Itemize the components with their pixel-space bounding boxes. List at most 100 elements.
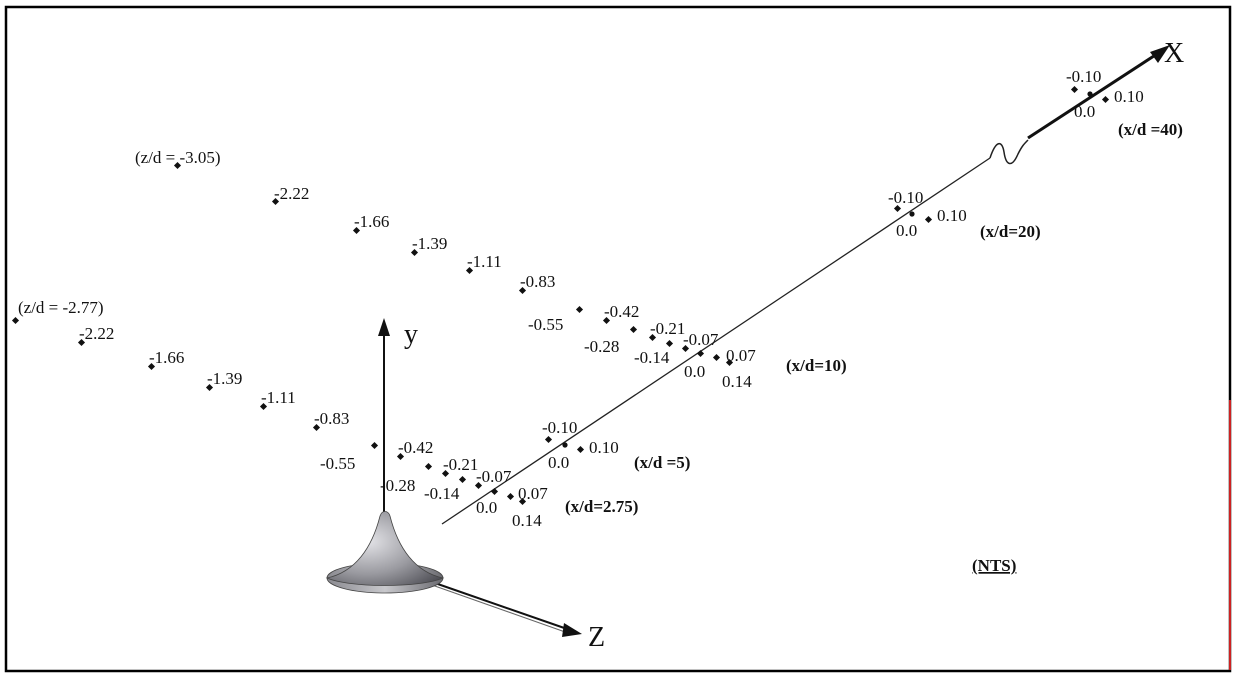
series-a-label: -0.55 [528,315,563,334]
station-20-label: -0.10 [888,188,923,207]
station-5-title: (x/d =5) [634,453,690,472]
y-axis-arrowhead [378,318,390,336]
series-a-point [681,344,690,353]
series-b-point [506,492,515,501]
station-40-label: -0.10 [1066,67,1101,86]
axis-break-squiggle [989,139,1029,165]
x-axis-arrow [1027,50,1161,140]
station-20-label: 0.0 [896,221,917,240]
series-a-point [665,339,674,348]
series-b-point [490,487,499,496]
frame-border [4,5,1232,673]
series-b-point [441,469,450,478]
series-b-label: 0.0 [476,498,497,517]
station-5-label: 0.10 [589,438,619,457]
station-5-point [576,445,585,454]
series-b-point [458,475,467,484]
station-20-title: (x/d=20) [980,222,1041,241]
series-b-point [312,423,321,432]
series-b-label: -0.14 [424,484,460,503]
station-5-point [544,435,553,444]
series-a-group: (z/d = -3.05) -2.22 -1.66 -1.39 -1.11 -0… [135,148,756,391]
series-b-label: 0.14 [512,511,542,530]
station-5-group: -0.10 0.0 0.10 [542,418,619,472]
z-axis-arrow-shadow [431,584,569,634]
station-20-point [924,215,933,224]
series-a-label: -2.22 [274,184,309,203]
series-b-point [518,497,527,506]
series-a-point [173,161,182,170]
station-5-point [562,442,568,448]
x-axis-arrowhead [1150,45,1170,63]
series-a-label: -1.66 [354,212,389,231]
jet-axis-line [441,157,991,525]
series-b-point [77,338,86,347]
series-b-label: -1.66 [149,348,184,367]
series-b-label: 0.07 [518,484,548,503]
station-40-label: 0.10 [1114,87,1144,106]
series-a-label: 0.07 [726,346,756,365]
station-20-point [893,204,902,213]
series-a-label: -1.11 [467,252,502,271]
station-40-label: 0.0 [1074,102,1095,121]
series-a-point [271,197,280,206]
series-a-station-label: (x/d=10) [786,356,847,375]
series-b-point [259,402,268,411]
series-b-point [370,441,379,450]
series-a-point [712,353,721,362]
series-a-point [575,305,584,314]
series-a-point [725,358,734,367]
series-b-group: (z/d = -2.77) -2.22 -1.66 -1.39 -1.11 -0… [11,298,548,530]
series-b-label: -1.39 [207,369,242,388]
series-b-label: -0.83 [314,409,349,428]
station-20-label: 0.10 [937,206,967,225]
series-a-point [648,333,657,342]
series-a-label: -0.21 [650,319,685,338]
series-b-label: -0.42 [398,438,433,457]
series-a-label: -0.14 [634,348,670,367]
series-b-label: (z/d = -2.77) [18,298,104,317]
series-a-point [465,266,474,275]
series-a-point [518,286,527,295]
series-b-station-label: (x/d=2.75) [565,497,638,516]
series-a-label: -0.28 [584,337,619,356]
series-b-label: -0.07 [476,467,512,486]
series-b-point [11,316,20,325]
station-20-group: -0.10 0.0 0.10 [888,188,967,240]
series-b-label: -1.11 [261,388,296,407]
nts-note: (NTS) [972,556,1016,575]
series-a-label: 0.0 [684,362,705,381]
series-a-label: (z/d = -3.05) [135,148,221,167]
series-b-point [424,462,433,471]
z-axis-label: Z [588,622,605,653]
station-20-point [909,211,915,217]
y-axis-label: y [404,319,418,350]
series-a-point [602,316,611,325]
series-a-point [696,349,705,358]
series-b-label: -2.22 [79,324,114,343]
station-5-label: 0.0 [548,453,569,472]
series-a-label: -0.07 [683,330,719,349]
series-b-point [205,383,214,392]
series-a-label: -0.83 [520,272,555,291]
series-b-label: -0.28 [380,476,415,495]
series-b-point [396,452,405,461]
series-b-point [147,362,156,371]
series-a-label: -0.42 [604,302,639,321]
series-b-label: -0.55 [320,454,355,473]
series-a-point [629,325,638,334]
series-a-point [352,226,361,235]
series-b-point [474,481,483,490]
nozzle-cone [325,511,445,586]
series-a-label: -1.39 [412,234,447,253]
z-axis-arrowhead [562,623,582,637]
series-a-label: 0.14 [722,372,752,391]
x-axis-label: X [1164,38,1184,69]
station-40-point [1087,91,1093,97]
series-a-point [410,248,419,257]
station-40-title: (x/d =40) [1118,120,1183,139]
station-5-label: -0.10 [542,418,577,437]
series-b-label: -0.21 [443,455,478,474]
